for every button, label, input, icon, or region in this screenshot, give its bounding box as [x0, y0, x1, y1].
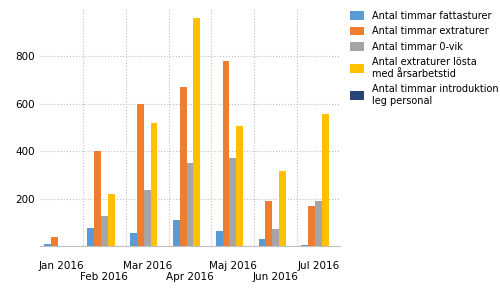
Bar: [87, 228, 94, 246]
Bar: [308, 206, 315, 246]
Bar: [236, 126, 243, 246]
Bar: [186, 163, 194, 246]
Bar: [51, 236, 58, 246]
Bar: [44, 244, 51, 246]
Legend: Antal timmar fattasturer, Antal timmar extraturer, Antal timmar 0-vik, Antal ext: Antal timmar fattasturer, Antal timmar e…: [348, 9, 500, 108]
Text: Jul 2016: Jul 2016: [298, 261, 340, 271]
Bar: [108, 194, 114, 246]
Bar: [266, 201, 272, 246]
Text: Jan 2016: Jan 2016: [38, 261, 84, 271]
Bar: [322, 115, 329, 246]
Bar: [216, 231, 222, 246]
Bar: [180, 87, 186, 246]
Bar: [230, 158, 236, 246]
Bar: [144, 190, 150, 246]
Text: Apr 2016: Apr 2016: [166, 272, 214, 282]
Bar: [130, 233, 137, 246]
Bar: [279, 171, 286, 246]
Bar: [137, 104, 143, 246]
Text: Jun 2016: Jun 2016: [253, 272, 298, 282]
Bar: [94, 151, 101, 246]
Bar: [272, 230, 279, 246]
Bar: [101, 216, 107, 246]
Text: Feb 2016: Feb 2016: [80, 272, 128, 282]
Bar: [258, 239, 266, 246]
Bar: [302, 245, 308, 246]
Bar: [315, 201, 322, 246]
Text: Mar 2016: Mar 2016: [122, 261, 172, 271]
Bar: [194, 19, 200, 246]
Bar: [173, 220, 180, 246]
Bar: [150, 123, 158, 246]
Text: Maj 2016: Maj 2016: [209, 261, 257, 271]
Bar: [222, 61, 230, 246]
